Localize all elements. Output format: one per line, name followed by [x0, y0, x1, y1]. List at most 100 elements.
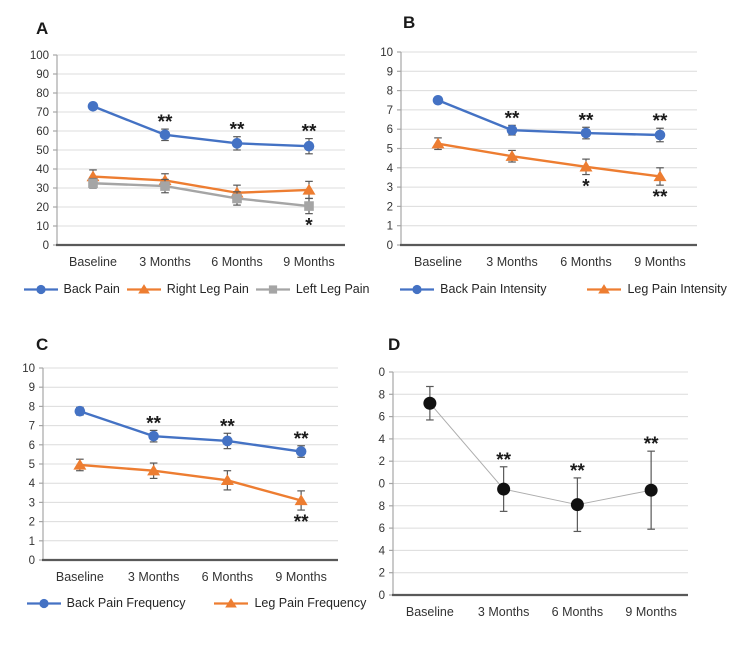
significance-marker: **	[496, 450, 511, 471]
y-tick-label: 70	[36, 107, 49, 119]
series-back-pain-intensity: ** ** **	[432, 94, 668, 143]
series-line-leg-pain-intensity	[436, 142, 662, 178]
x-category-label: Baseline	[406, 605, 454, 619]
legend-circle-marker-icon	[26, 598, 61, 608]
data-point-marker-leg-pain-frequency	[225, 597, 238, 607]
significance-marker: **	[579, 110, 594, 131]
data-point-marker-d	[644, 483, 658, 497]
data-point-marker-back-pain-intensity	[432, 94, 444, 106]
data-point-marker-back-pain-intensity	[654, 129, 666, 141]
legend-triangle-marker-icon	[126, 283, 161, 293]
data-point-marker-left-leg-pain	[304, 201, 314, 211]
axes: 0 1 2 3 4 5 6 7 8 9 10 Baseline 3 Months 6 Months 9 Mo…	[22, 363, 338, 584]
y-tick-label: 0	[387, 240, 393, 252]
legend-label: Leg Pain Intensity	[627, 282, 727, 296]
y-tick-label: 32	[378, 568, 385, 580]
data-point-marker-back-pain-intensity	[412, 284, 422, 294]
data-point-marker-back-pain	[303, 140, 315, 152]
y-tick-label: 9	[29, 382, 35, 394]
y-tick-label: 6	[387, 124, 393, 136]
y-tick-label: 10	[380, 47, 393, 59]
legend-circle-marker-icon	[23, 284, 58, 294]
legend-item-back-pain: Back Pain	[23, 282, 120, 296]
x-category-label: 6 Months	[560, 255, 611, 269]
y-tick-label: 7	[29, 421, 35, 433]
x-category-label: 3 Months	[128, 570, 179, 584]
legend-item-back-pain-frequency: Back Pain Frequency	[26, 596, 186, 610]
legend-label: Back Pain Intensity	[440, 282, 547, 296]
chart-b-canvas: 0 1 2 3 4 5 6 7 8 9 10 Baseline 3 Months 6 Months 9 Mo…	[380, 47, 697, 269]
data-point-marker-back-pain	[231, 138, 243, 149]
legend-triangle-marker-icon	[214, 597, 249, 607]
y-tick-label: 60	[36, 126, 49, 138]
data-point-marker-leg-pain-frequency	[147, 464, 161, 476]
legend-item-left-leg-pain: Left Leg Pain	[255, 282, 369, 296]
legend-label: Back Pain Frequency	[66, 596, 186, 610]
x-category-label: 9 Months	[283, 255, 334, 269]
chart-a-canvas: 0 10 20 30 40 50 60 70 80 90 100 Baseline 3 Months 6 …	[30, 50, 345, 269]
y-tick-label: 2	[387, 201, 393, 213]
data-point-marker-back-pain-frequency	[74, 405, 86, 417]
axes: 0 10 20 30 40 50 60 70 80 90 100 Baseline 3 Months 6 …	[30, 50, 345, 269]
x-category-label: Baseline	[414, 255, 462, 269]
significance-marker: **	[220, 416, 235, 437]
data-point-marker-left-leg-pain	[268, 284, 277, 294]
y-tick-label: 38	[378, 501, 385, 513]
y-tick-label: 100	[30, 50, 49, 62]
x-category-label: Baseline	[69, 255, 117, 269]
y-tick-label: 4	[29, 478, 36, 490]
y-tick-label: 90	[36, 69, 49, 81]
y-tick-label: 44	[378, 434, 386, 446]
y-tick-label: 80	[36, 88, 49, 100]
x-category-label: 6 Months	[211, 255, 262, 269]
axes: 30 32 34 36 38 40 42 44 46 48 50 Baseline 3 Months 6 …	[378, 367, 688, 619]
x-category-label: 9 Months	[275, 570, 326, 584]
data-point-marker-back-pain-frequency	[295, 446, 307, 457]
panel-a-title: A	[36, 19, 49, 38]
y-tick-label: 34	[378, 545, 386, 557]
y-tick-label: 30	[378, 590, 385, 602]
gridlines	[401, 51, 697, 227]
data-point-marker-leg-pain-intensity	[653, 170, 667, 182]
y-tick-label: 0	[29, 555, 35, 567]
series-back-pain-frequency: ** ** **	[74, 405, 309, 458]
significance-marker: **	[505, 108, 520, 129]
significance-marker: *	[582, 177, 590, 198]
significance-marker: *	[305, 216, 313, 237]
y-tick-label: 30	[36, 183, 49, 195]
significance-marker: **	[158, 112, 173, 133]
series-back-pain: ** ** **	[87, 101, 317, 155]
data-point-marker-leg-pain-intensity	[598, 283, 611, 293]
panel-b-title: B	[403, 13, 416, 32]
y-tick-label: 1	[387, 221, 393, 233]
series-line-back-pain-frequency	[78, 409, 303, 453]
chart-d-canvas: 30 32 34 36 38 40 42 44 46 48 50 Baseline 3 Months 6 …	[378, 367, 688, 619]
data-point-marker-back-pain-frequency	[222, 435, 233, 447]
y-tick-label: 5	[387, 144, 393, 156]
data-point-marker-back-pain	[35, 284, 46, 294]
y-tick-label: 7	[387, 105, 393, 117]
y-tick-label: 50	[378, 367, 385, 379]
series-line-left-leg-pain	[91, 182, 311, 208]
data-point-marker-leg-pain-intensity	[505, 150, 519, 161]
panel-b: B 0 1 2 3 4 5 6 7 8 9 10 Baseline 3 Months 6 Months 9 …	[378, 8, 748, 322]
legend-item-back-pain-intensity: Back Pain Intensity	[399, 282, 546, 296]
panel-d-title: D	[388, 335, 401, 354]
legend-item-leg-pain-frequency: Leg Pain Frequency	[213, 596, 366, 610]
chart-c-canvas: 0 1 2 3 4 5 6 7 8 9 10 Baseline 3 Months 6 Months 9 Mo…	[22, 363, 338, 584]
significance-marker: **	[230, 120, 245, 141]
series-line-back-pain-intensity	[436, 99, 662, 137]
legend-label: Leg Pain Frequency	[254, 596, 367, 610]
panel-a: A 0 10 20 30 40 50 60 70 80 90 100 Baseline 3 Months…	[20, 8, 372, 322]
data-point-marker-leg-pain-frequency	[73, 458, 87, 470]
data-point-marker-leg-pain-intensity	[431, 137, 445, 149]
significance-marker: **	[653, 111, 668, 132]
y-tick-label: 40	[378, 479, 385, 491]
data-point-marker-left-leg-pain	[160, 181, 170, 191]
panel-c: C 0 1 2 3 4 5 6 7 8 9 10 Baseline 3 Months 6 Months 9 …	[20, 328, 372, 642]
significance-marker: **	[146, 413, 161, 434]
y-tick-label: 3	[29, 497, 35, 509]
series-left-leg-pain: *	[88, 177, 314, 237]
x-category-label: 6 Months	[202, 570, 253, 584]
y-tick-label: 40	[36, 164, 49, 176]
